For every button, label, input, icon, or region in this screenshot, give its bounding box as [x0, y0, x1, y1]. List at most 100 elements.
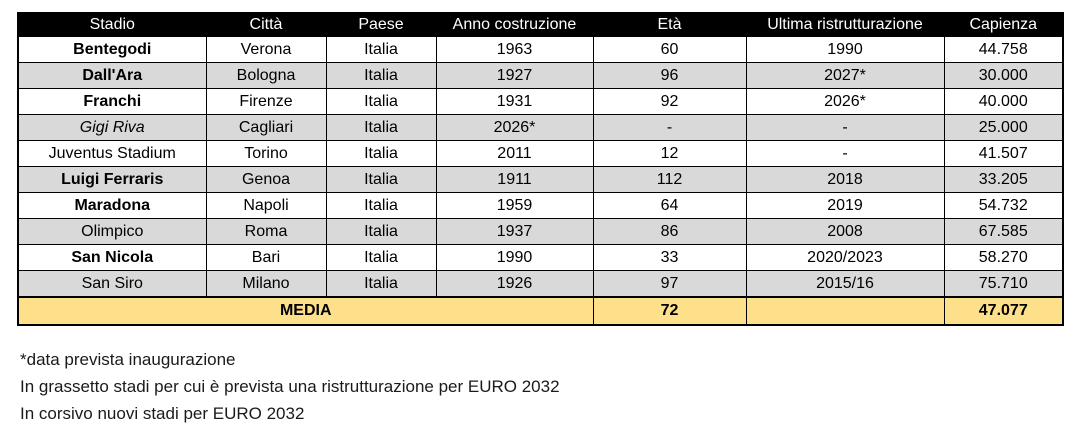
table-row: Juventus Stadium Torino Italia 2011 12 -…: [17, 140, 1064, 167]
cell-citta: Genoa: [205, 166, 327, 193]
cell-stadio: San Nicola: [17, 244, 207, 271]
summary-row: MEDIA 72 47.077: [17, 296, 1064, 326]
cell-paese: Italia: [325, 140, 437, 167]
stadium-name: Luigi Ferraris: [61, 170, 164, 188]
stadium-name: Maradona: [74, 196, 151, 214]
cell-eta: -: [592, 114, 747, 141]
table-row: Gigi Riva Cagliari Italia 2026* - - 25.0…: [17, 114, 1064, 141]
summary-eta: 72: [592, 296, 747, 326]
cell-capienza: 33.205: [943, 166, 1064, 193]
cell-paese: Italia: [325, 114, 437, 141]
cell-ultima: 2026*: [745, 88, 945, 115]
cell-ultima: 2018: [745, 166, 945, 193]
stadium-name: Bentegodi: [73, 40, 152, 58]
cell-stadio: Olimpico: [17, 218, 207, 245]
cell-capienza: 67.585: [943, 218, 1064, 245]
cell-paese: Italia: [325, 36, 437, 63]
cell-stadio: Franchi: [17, 88, 207, 115]
table-row: San Nicola Bari Italia 1990 33 2020/2023…: [17, 244, 1064, 271]
cell-citta: Torino: [205, 140, 327, 167]
col-header-stadio: Stadio: [17, 12, 207, 37]
cell-paese: Italia: [325, 218, 437, 245]
cell-capienza: 40.000: [943, 88, 1064, 115]
cell-citta: Bari: [205, 244, 327, 271]
cell-capienza: 58.270: [943, 244, 1064, 271]
stadium-name: San Siro: [81, 274, 143, 292]
stadium-name: Juventus Stadium: [48, 144, 176, 162]
col-header-ultima: Ultima ristrutturazione: [745, 12, 945, 37]
cell-anno: 1931: [435, 88, 594, 115]
cell-stadio: Dall'Ara: [17, 62, 207, 89]
table-row: Maradona Napoli Italia 1959 64 2019 54.7…: [17, 192, 1064, 219]
col-header-capienza: Capienza: [943, 12, 1064, 37]
cell-anno: 1927: [435, 62, 594, 89]
cell-capienza: 30.000: [943, 62, 1064, 89]
table-row: Dall'Ara Bologna Italia 1927 96 2027* 30…: [17, 62, 1064, 89]
cell-anno: 2026*: [435, 114, 594, 141]
cell-citta: Napoli: [205, 192, 327, 219]
cell-anno: 1959: [435, 192, 594, 219]
cell-stadio: San Siro: [17, 270, 207, 298]
cell-anno: 1990: [435, 244, 594, 271]
cell-ultima: 2027*: [745, 62, 945, 89]
table-row: San Siro Milano Italia 1926 97 2015/16 7…: [17, 270, 1064, 298]
stadium-name: Dall'Ara: [82, 66, 143, 84]
table-row: Olimpico Roma Italia 1937 86 2008 67.585: [17, 218, 1064, 245]
stadium-name: Gigi Riva: [79, 118, 145, 136]
table-row: Franchi Firenze Italia 1931 92 2026* 40.…: [17, 88, 1064, 115]
cell-eta: 64: [592, 192, 747, 219]
footnote-asterisk: *data prevista inaugurazione: [20, 350, 236, 369]
cell-anno: 2011: [435, 140, 594, 167]
col-header-eta: Età: [592, 12, 747, 37]
stadiums-table-container: Stadio Città Paese Anno costruzione Età …: [17, 12, 1064, 326]
col-header-anno: Anno costruzione: [435, 12, 594, 37]
cell-paese: Italia: [325, 62, 437, 89]
cell-capienza: 44.758: [943, 36, 1064, 63]
cell-citta: Firenze: [205, 88, 327, 115]
cell-ultima: 2015/16: [745, 270, 945, 298]
table-row: Bentegodi Verona Italia 1963 60 1990 44.…: [17, 36, 1064, 63]
cell-ultima: 2019: [745, 192, 945, 219]
summary-ultima: [745, 296, 945, 326]
cell-ultima: -: [745, 114, 945, 141]
cell-eta: 96: [592, 62, 747, 89]
summary-capienza: 47.077: [943, 296, 1064, 326]
cell-paese: Italia: [325, 192, 437, 219]
stadiums-table: Stadio Città Paese Anno costruzione Età …: [17, 12, 1064, 326]
cell-eta: 97: [592, 270, 747, 298]
cell-citta: Milano: [205, 270, 327, 298]
footnotes: *data prevista inaugurazione In grassett…: [20, 346, 560, 427]
stadium-name: Franchi: [83, 92, 142, 110]
cell-ultima: -: [745, 140, 945, 167]
cell-anno: 1963: [435, 36, 594, 63]
cell-eta: 60: [592, 36, 747, 63]
cell-citta: Cagliari: [205, 114, 327, 141]
table-row: Luigi Ferraris Genoa Italia 1911 112 201…: [17, 166, 1064, 193]
cell-eta: 92: [592, 88, 747, 115]
cell-eta: 33: [592, 244, 747, 271]
footnote-italic-legend: In corsivo nuovi stadi per EURO 2032: [20, 404, 305, 423]
cell-capienza: 75.710: [943, 270, 1064, 298]
cell-eta: 112: [592, 166, 747, 193]
cell-capienza: 54.732: [943, 192, 1064, 219]
stadium-name: Olimpico: [81, 222, 144, 240]
cell-paese: Italia: [325, 270, 437, 298]
cell-capienza: 41.507: [943, 140, 1064, 167]
header-row: Stadio Città Paese Anno costruzione Età …: [17, 12, 1064, 37]
cell-eta: 12: [592, 140, 747, 167]
footnote-bold-legend: In grassetto stadi per cui è prevista un…: [20, 377, 560, 396]
cell-stadio: Bentegodi: [17, 36, 207, 63]
cell-anno: 1937: [435, 218, 594, 245]
cell-eta: 86: [592, 218, 747, 245]
cell-ultima: 2020/2023: [745, 244, 945, 271]
cell-paese: Italia: [325, 166, 437, 193]
cell-capienza: 25.000: [943, 114, 1064, 141]
cell-stadio: Juventus Stadium: [17, 140, 207, 167]
cell-ultima: 1990: [745, 36, 945, 63]
summary-label: MEDIA: [17, 296, 594, 326]
cell-paese: Italia: [325, 244, 437, 271]
cell-ultima: 2008: [745, 218, 945, 245]
cell-paese: Italia: [325, 88, 437, 115]
cell-stadio: Luigi Ferraris: [17, 166, 207, 193]
cell-citta: Verona: [205, 36, 327, 63]
